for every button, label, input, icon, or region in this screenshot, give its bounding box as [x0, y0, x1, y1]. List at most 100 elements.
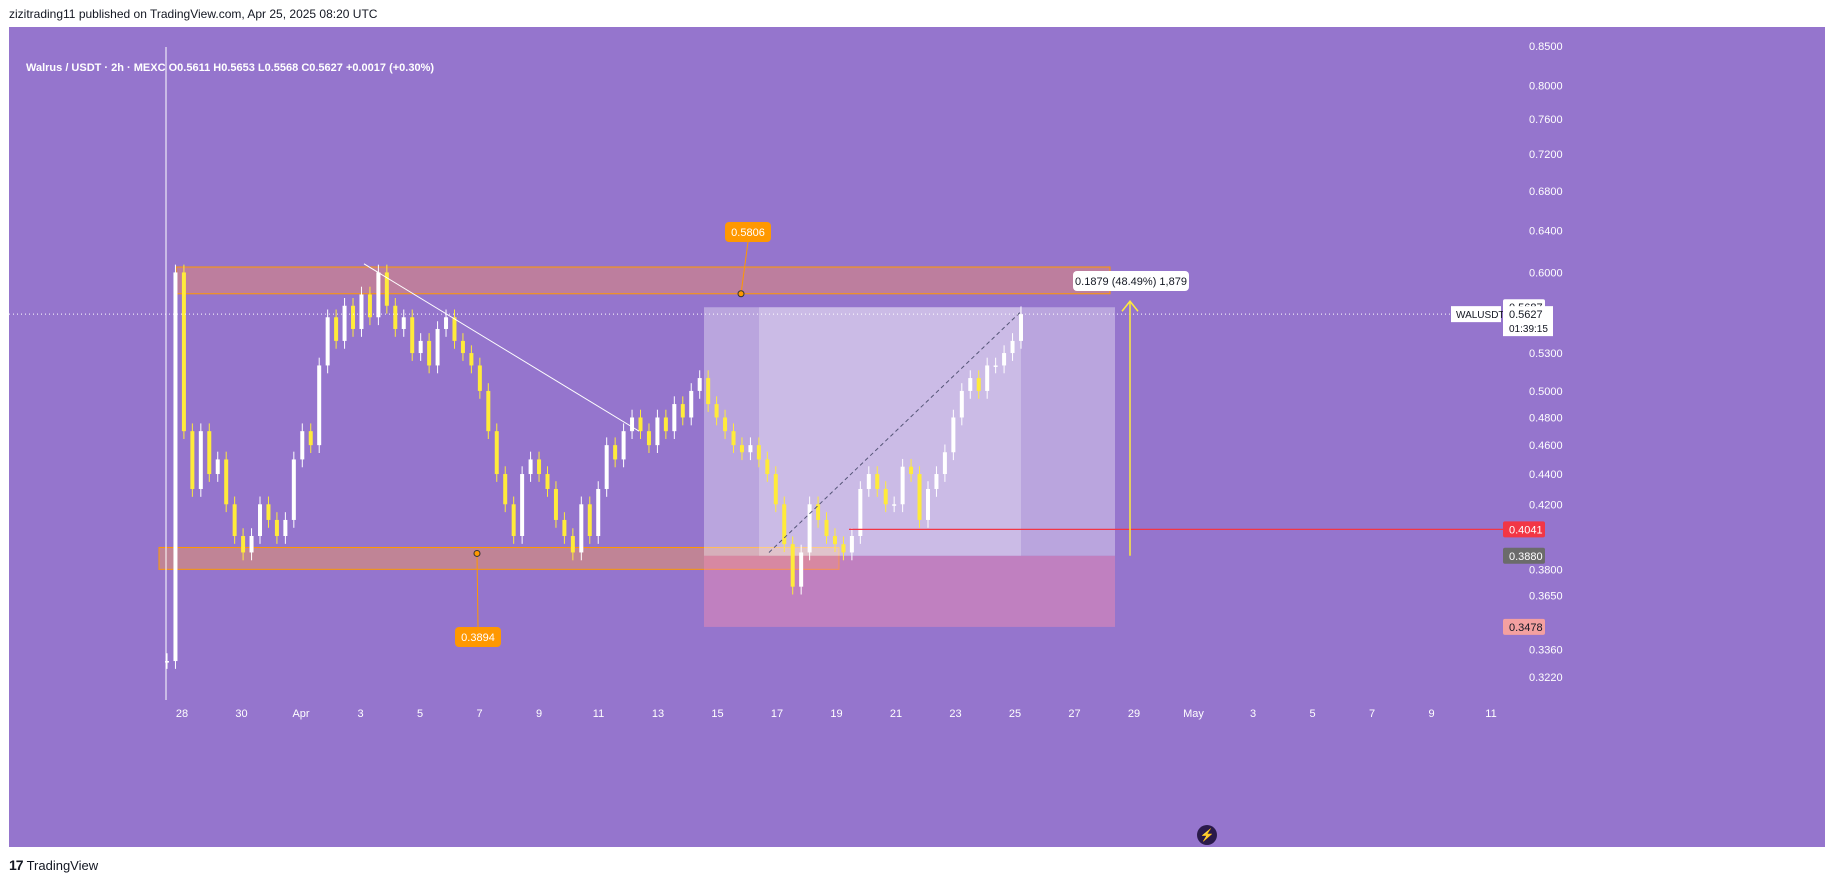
footer-brand: TradingView: [26, 857, 99, 873]
y-tick-label: 0.3650: [1529, 591, 1563, 603]
candle-body: [934, 474, 939, 489]
y-tick-label: 0.8000: [1529, 80, 1563, 92]
y-tick-label: 0.7200: [1529, 149, 1563, 161]
candle-body: [680, 404, 685, 418]
published-header: zizitrading11 published on TradingView.c…: [9, 7, 378, 21]
callout-anchor: [737, 290, 745, 298]
candle-body: [646, 431, 651, 446]
candle-body: [638, 417, 643, 432]
price-tag-entry: 0.3880: [1503, 547, 1545, 564]
x-tick-label: 30: [235, 708, 247, 720]
price-tag-stop: 0.3478: [1503, 618, 1545, 635]
x-tick-label: 9: [536, 708, 542, 720]
candle-body: [875, 474, 880, 489]
x-tick-label: 11: [593, 708, 604, 720]
candle-body: [1010, 340, 1015, 354]
candle-body: [444, 317, 449, 329]
price-tag-box: [1503, 547, 1545, 564]
candle-body: [435, 328, 440, 366]
x-tick-label: 15: [711, 708, 723, 720]
price-tag-current: WALUSDT 0.5627 01:39:15: [1451, 306, 1553, 337]
candle-body: [317, 365, 322, 446]
y-tick-label: 0.3800: [1529, 564, 1563, 576]
candle-body: [765, 459, 770, 475]
candle-body: [165, 661, 169, 663]
candle-body: [993, 365, 998, 367]
callout-box: [455, 627, 501, 647]
candle-body: [376, 272, 381, 318]
candle-body: [334, 317, 339, 341]
support-zone: [158, 546, 840, 570]
candle-body: [925, 488, 930, 520]
candle-body: [393, 305, 398, 329]
candle-body: [723, 417, 728, 432]
y-tick-label: 0.3220: [1529, 672, 1563, 684]
candle-body: [503, 474, 508, 505]
lightning-icon[interactable]: ⚡: [1197, 825, 1217, 845]
candle-body: [520, 474, 525, 536]
candle-body: [1002, 353, 1007, 366]
candle-body: [528, 459, 533, 475]
callout-text: 0.1879 (48.49%) 1,879: [1075, 276, 1187, 288]
candle-body: [655, 417, 660, 446]
callout-support: 0.3894: [455, 549, 501, 647]
x-tick-label: 11: [1485, 708, 1496, 720]
candle-body: [799, 552, 804, 587]
y-tick-label: 0.3360: [1529, 644, 1563, 656]
candle-body: [537, 459, 542, 475]
candle-body: [816, 504, 821, 520]
x-tick-label: 13: [652, 708, 664, 720]
candle-body: [756, 445, 761, 460]
candle-body: [410, 317, 415, 354]
price-tag-text: 0.3478: [1509, 622, 1543, 634]
candle-body: [706, 378, 711, 405]
symbol-tag-text: WALUSDT: [1456, 310, 1505, 321]
candle-body: [232, 504, 237, 536]
price-tag-level: 0.4041: [1503, 521, 1545, 538]
y-tick-label: 0.4200: [1529, 499, 1563, 511]
candle-body: [672, 404, 677, 432]
profit-zone: [704, 307, 1115, 556]
projection-line: [768, 311, 1022, 553]
candle-body: [630, 417, 635, 432]
candle-body: [494, 431, 499, 475]
candle-body: [181, 272, 186, 432]
candle-body: [401, 317, 406, 329]
price-tag-text: 0.3880: [1509, 551, 1543, 563]
x-tick-label: 21: [890, 708, 902, 720]
current-price-box: [1503, 306, 1553, 337]
candle-body: [849, 535, 854, 553]
x-tick-label: 23: [949, 708, 961, 720]
candle-body: [739, 445, 744, 453]
price-tag-text: 0.4041: [1509, 524, 1543, 536]
candle-body: [714, 404, 719, 418]
countdown-text: 01:39:15: [1509, 324, 1548, 335]
candle-body: [190, 431, 195, 489]
price-tag-box: [1503, 521, 1545, 538]
current-price-text: 0.5627: [1509, 309, 1543, 321]
y-tick-label: 0.4600: [1529, 440, 1563, 452]
candle-body: [596, 488, 601, 536]
x-tick-label: 5: [417, 708, 423, 720]
chart-area[interactable]: 0.8500 0.8000 0.7600 0.7200 0.6800 0.6400 0.60…: [9, 27, 1825, 847]
candle-body: [832, 535, 837, 545]
y-tick-label: 0.6400: [1529, 225, 1563, 237]
price-chart[interactable]: 0.8500 0.8000 0.7600 0.7200 0.6800 0.6400 0.60…: [9, 27, 1825, 847]
y-tick-label: 0.4400: [1529, 469, 1563, 481]
callout-resistance: 0.5806: [725, 222, 771, 298]
candle-body: [198, 431, 203, 489]
candle-body: [274, 519, 279, 536]
tradingview-logo-icon: 17: [9, 857, 24, 873]
candle-body: [909, 466, 914, 475]
x-tick-label: 9: [1428, 708, 1434, 720]
candle-body: [545, 474, 550, 489]
candle-body: [892, 504, 897, 506]
candle-body: [359, 294, 364, 329]
symbol-tag-box: [1451, 306, 1501, 323]
x-tick-label: 7: [476, 708, 482, 720]
x-tick-label: May: [1183, 708, 1204, 720]
candle-body: [976, 378, 981, 391]
x-tick-label: Apr: [292, 708, 309, 720]
resistance-zone: [175, 266, 1111, 295]
candle-body: [883, 488, 888, 505]
